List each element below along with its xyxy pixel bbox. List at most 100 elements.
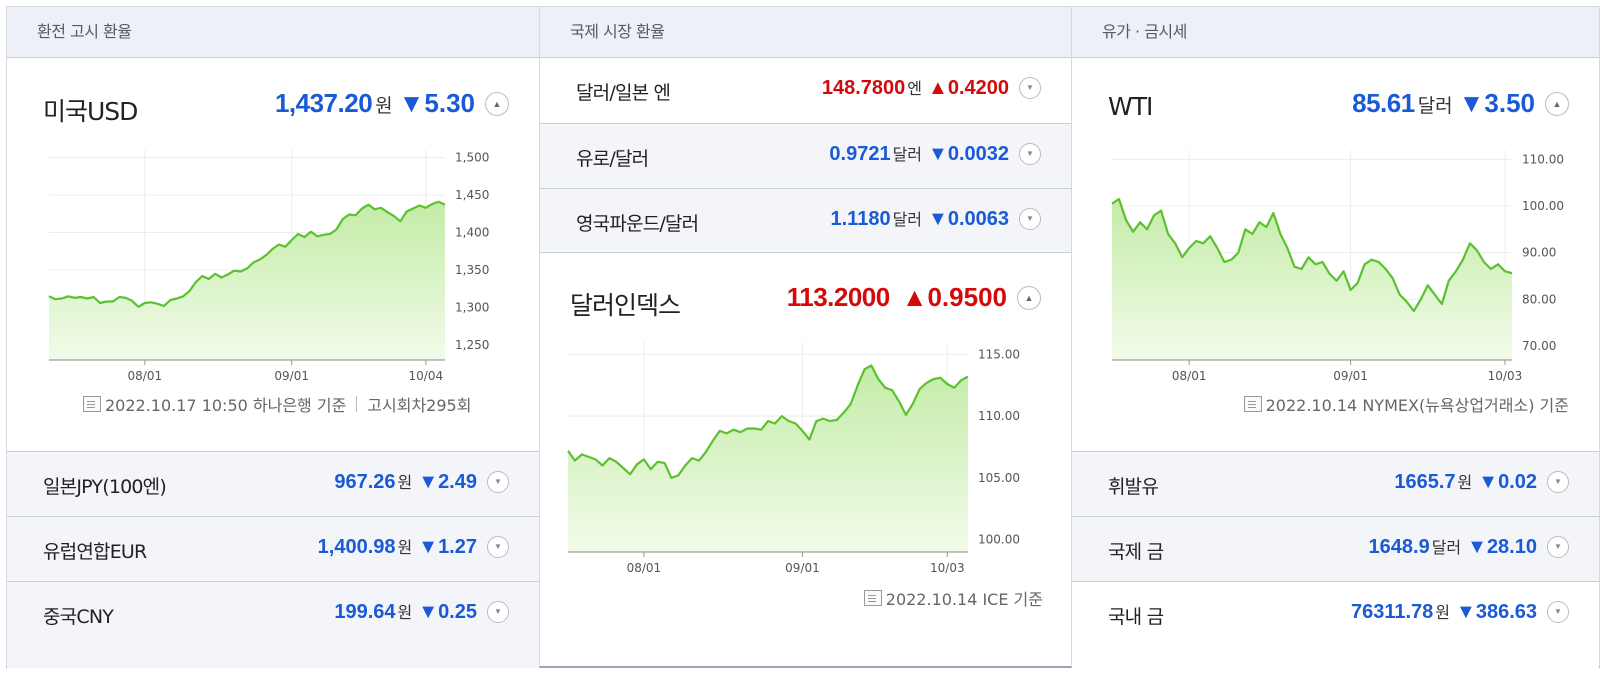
y-tick-label: 100.00	[1522, 199, 1564, 213]
wti-price: 85.61	[1352, 88, 1415, 118]
x-tick-label: 09/01	[274, 369, 309, 383]
list-item[interactable]: 달러/일본 엔 148.7800 엔 ▲ 0.4200 ▼	[540, 58, 1071, 123]
currency-change: 1.27	[438, 536, 477, 558]
list-item[interactable]: 일본JPY(100엔) 967.26 원 ▼ 2.49 ▼	[7, 451, 539, 516]
y-tick-label: 1,400	[455, 226, 489, 240]
market-unit: 달러	[892, 145, 923, 164]
market-unit: 달러	[892, 210, 923, 229]
series-area	[49, 201, 445, 360]
exchange-rate-widget: 환전 고시 환율 미국USD 1,437.20 원 ▼ 5.30 ▲ 1,250…	[6, 6, 1600, 668]
currency-unit: 원	[397, 538, 413, 557]
wti-name: WTI	[1108, 92, 1153, 121]
usd-chart-svg: 1,250 1,300 1,350 1,400 1,450 1,500 08/01 09/01…	[48, 150, 489, 383]
currency-unit: 원	[397, 473, 413, 492]
down-arrow-icon: ▼	[398, 88, 425, 118]
chevron-down-icon[interactable]: ▼	[1547, 470, 1569, 493]
chevron-down-icon[interactable]: ▼	[487, 470, 509, 493]
usd-name: 미국USD	[43, 97, 138, 126]
chevron-down-icon[interactable]: ▼	[1547, 600, 1569, 623]
chevron-down-icon[interactable]: ▼	[1019, 207, 1041, 230]
market-pair-name: 달러/일본 엔	[576, 82, 671, 104]
wti-source-text: 2022.10.14 NYMEX(뉴욕상업거래소) 기준	[1265, 396, 1569, 415]
exchange-notice-panel: 환전 고시 환율 미국USD 1,437.20 원 ▼ 5.30 ▲ 1,250…	[6, 6, 539, 668]
chevron-down-icon[interactable]: ▼	[487, 535, 509, 558]
y-tick-label: 1,500	[455, 151, 489, 165]
usd-source-text: 2022.10.17 10:50 하나은행 기준	[105, 396, 347, 415]
y-tick-label: 1,300	[455, 301, 489, 315]
commodity-change: 0.02	[1498, 471, 1537, 493]
dollar-index-chart: 100.00 105.00 110.00 115.00 08/01 09/01 10/03	[567, 338, 1032, 578]
currency-name: 중국CNY	[43, 606, 114, 628]
dollar-index-main-quote[interactable]: 달러인덱스 113.2000 ▲ 0.9500 ▲	[540, 280, 1071, 330]
series-line	[1111, 197, 1513, 313]
wti-change: 3.50	[1484, 88, 1535, 118]
list-item[interactable]: 중국CNY 199.64 원 ▼ 0.25 ▼	[7, 581, 539, 668]
currency-change: 2.49	[438, 471, 477, 493]
list-item[interactable]: 국제 금 1648.9 달러 ▼ 28.10 ▼	[1072, 516, 1599, 581]
x-tick-label: 10/04	[409, 369, 444, 383]
oil-gold-panel: 유가 · 금시세 WTI 85.61 달러 ▼ 3.50 ▲ 70.00 80.0…	[1071, 6, 1600, 668]
market-unit: 엔	[907, 79, 923, 98]
market-change: 0.0032	[947, 143, 1009, 165]
chevron-down-icon[interactable]: ▼	[1019, 76, 1041, 99]
currency-name: 일본JPY(100엔)	[43, 476, 167, 498]
commodity-unit: 원	[1457, 473, 1473, 492]
down-arrow-icon: ▼	[928, 143, 948, 165]
x-tick-label: 08/01	[128, 369, 163, 383]
dollar-index-chart-svg: 100.00 105.00 110.00 115.00 08/01 09/01 10/03	[567, 342, 1020, 575]
document-icon	[863, 590, 882, 606]
down-arrow-icon: ▼	[1467, 536, 1487, 558]
chevron-up-icon[interactable]: ▲	[1545, 91, 1569, 116]
y-tick-label: 70.00	[1522, 339, 1556, 353]
commodity-name: 국제 금	[1108, 541, 1164, 563]
market-price: 148.7800	[821, 77, 906, 99]
divider	[356, 396, 358, 412]
chevron-down-icon[interactable]: ▼	[1019, 142, 1041, 165]
series-area	[568, 365, 968, 552]
list-item[interactable]: 국내 금 76311.78 원 ▼ 386.63 ▼	[1072, 581, 1599, 668]
series-area	[1112, 199, 1512, 360]
up-arrow-icon: ▲	[901, 282, 928, 312]
y-tick-label: 1,450	[455, 188, 489, 202]
list-item[interactable]: 휘발유 1665.7 원 ▼ 0.02 ▼	[1072, 451, 1599, 516]
currency-unit: 원	[397, 603, 413, 622]
commodity-unit: 달러	[1431, 538, 1462, 557]
wti-main-quote[interactable]: WTI 85.61 달러 ▼ 3.50 ▲	[1072, 86, 1599, 136]
market-change: 0.4200	[947, 77, 1009, 99]
commodity-change: 28.10	[1486, 536, 1537, 558]
usd-main-quote[interactable]: 미국USD 1,437.20 원 ▼ 5.30 ▲	[7, 86, 539, 136]
market-pair-name: 유로/달러	[576, 148, 649, 170]
chevron-up-icon[interactable]: ▲	[1017, 285, 1041, 310]
down-arrow-icon: ▼	[1458, 88, 1485, 118]
commodity-price: 76311.78	[1350, 601, 1434, 623]
market-price: 1.1180	[830, 208, 891, 230]
y-tick-label: 100.00	[978, 533, 1020, 547]
usd-change: 5.30	[424, 88, 475, 118]
market-pair-name: 영국파운드/달러	[576, 213, 699, 235]
chevron-down-icon[interactable]: ▼	[487, 600, 509, 623]
commodity-price: 1648.9	[1368, 536, 1430, 558]
commodity-change: 386.63	[1475, 601, 1537, 623]
list-item[interactable]: 영국파운드/달러 1.1180 달러 ▼ 0.0063 ▼	[540, 188, 1071, 253]
usd-notice-round: 고시회차295회	[367, 396, 472, 415]
chevron-down-icon[interactable]: ▼	[1547, 535, 1569, 558]
dollar-index-price: 113.2000	[786, 282, 891, 312]
list-item[interactable]: 유로/달러 0.9721 달러 ▼ 0.0032 ▼	[540, 123, 1071, 188]
panel-header-international-market[interactable]: 국제 시장 환율	[540, 6, 1071, 58]
list-item[interactable]: 유럽연합EUR 1,400.98 원 ▼ 1.27 ▼	[7, 516, 539, 581]
chevron-up-icon[interactable]: ▲	[485, 91, 509, 116]
market-price: 0.9721	[829, 143, 891, 165]
x-tick-label: 10/03	[930, 561, 965, 575]
down-arrow-icon: ▼	[1456, 601, 1476, 623]
panel-header-exchange-notice[interactable]: 환전 고시 환율	[7, 6, 539, 58]
x-tick-label: 09/01	[1333, 369, 1368, 383]
currency-price: 1,400.98	[317, 536, 396, 558]
x-tick-label: 08/01	[627, 561, 662, 575]
y-tick-label: 115.00	[978, 347, 1020, 361]
commodity-price: 1665.7	[1394, 471, 1456, 493]
panel-header-oil-gold[interactable]: 유가 · 금시세	[1072, 6, 1599, 58]
dollar-index-name: 달러인덱스	[570, 291, 681, 320]
usd-chart: 1,250 1,300 1,350 1,400 1,450 1,500 08/01 09/01…	[48, 146, 509, 386]
x-tick-label: 10/03	[1488, 369, 1523, 383]
down-arrow-icon: ▼	[418, 471, 439, 493]
